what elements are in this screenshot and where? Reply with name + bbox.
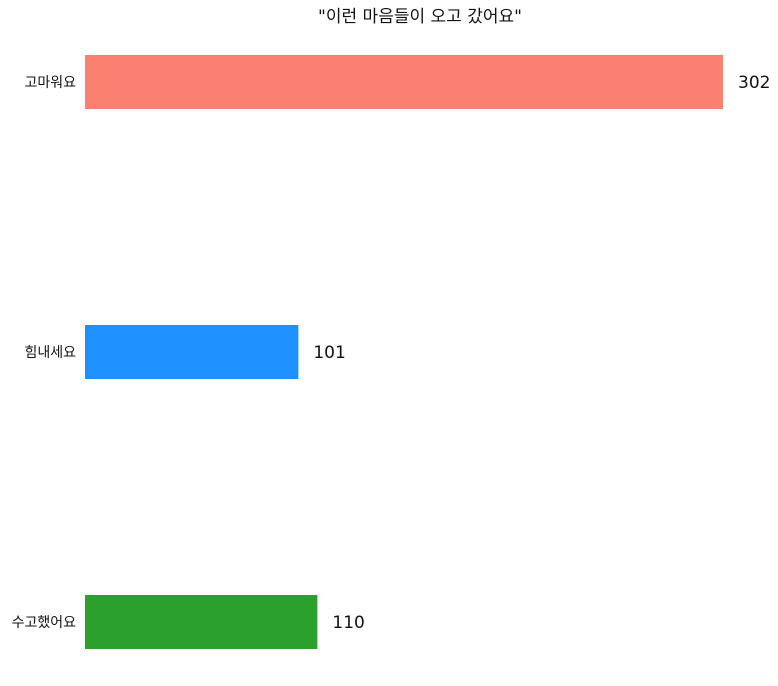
- bar-1: [85, 55, 723, 109]
- value-label-1: 302: [738, 73, 770, 93]
- value-label-2: 101: [313, 343, 345, 363]
- category-label-3: 수고했어요: [12, 615, 77, 631]
- bar-3: [85, 595, 318, 649]
- category-label-2: 힘내세요: [24, 345, 76, 361]
- bar-2: [85, 325, 299, 379]
- chart-title: "이런 마음들이 오고 갔어요": [318, 7, 522, 27]
- value-label-3: 110: [332, 613, 364, 633]
- bars-group: [85, 55, 723, 649]
- value-labels-group: 302 101 110: [313, 73, 770, 633]
- category-label-1: 고마워요: [24, 75, 76, 91]
